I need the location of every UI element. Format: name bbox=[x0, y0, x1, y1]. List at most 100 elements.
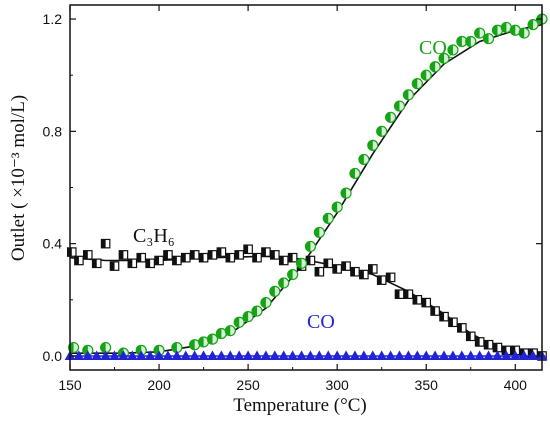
label-co2: CO₂ bbox=[419, 37, 454, 59]
data-point-fill bbox=[519, 28, 525, 39]
data-point bbox=[91, 350, 103, 361]
y-tick-label: 0.8 bbox=[43, 123, 63, 139]
data-point-fill bbox=[296, 258, 302, 269]
y-tick-label: 0.0 bbox=[43, 348, 63, 364]
data-point bbox=[269, 350, 281, 361]
data-point-fill bbox=[226, 253, 231, 262]
data-point-fill bbox=[359, 270, 364, 279]
data-point bbox=[376, 350, 388, 361]
data-point-fill bbox=[439, 53, 445, 64]
data-point bbox=[305, 350, 316, 361]
data-point bbox=[109, 350, 120, 361]
data-point-fill bbox=[422, 298, 427, 307]
data-point-fill bbox=[190, 250, 195, 260]
data-point-fill bbox=[261, 247, 266, 257]
data-point-fill bbox=[252, 306, 258, 317]
data-point-fill bbox=[137, 253, 142, 262]
data-point-fill bbox=[198, 336, 204, 347]
data-point bbox=[251, 350, 263, 361]
data-point-fill bbox=[439, 312, 445, 321]
data-point-fill bbox=[199, 253, 204, 262]
data-point-fill bbox=[100, 342, 106, 353]
data-point-fill bbox=[288, 253, 293, 262]
data-point bbox=[465, 350, 477, 361]
data-point bbox=[207, 350, 218, 361]
data-point-fill bbox=[528, 19, 534, 30]
data-point-fill bbox=[465, 36, 471, 47]
data-point-fill bbox=[510, 25, 516, 36]
data-point bbox=[367, 350, 379, 361]
data-point-fill bbox=[483, 33, 489, 44]
data-point-fill bbox=[367, 140, 373, 151]
data-point-fill bbox=[171, 342, 177, 353]
data-point-fill bbox=[413, 295, 418, 305]
data-point bbox=[260, 350, 272, 361]
data-point-fill bbox=[101, 239, 106, 248]
data-point-fill bbox=[386, 273, 391, 282]
data-point bbox=[100, 350, 111, 361]
data-point-fill bbox=[74, 256, 79, 265]
data-point-fill bbox=[456, 36, 462, 47]
data-point-fill bbox=[332, 202, 338, 213]
data-point-fill bbox=[269, 286, 275, 297]
data-point bbox=[322, 350, 334, 361]
data-point bbox=[162, 350, 174, 361]
data-point-fill bbox=[358, 154, 364, 165]
data-point bbox=[420, 350, 432, 361]
data-point-fill bbox=[332, 264, 338, 274]
data-point-fill bbox=[474, 28, 480, 39]
data-point-fill bbox=[145, 259, 151, 268]
y-axis-title: Outlet ( ×10⁻³ mol/L) bbox=[8, 95, 29, 261]
data-point-fill bbox=[243, 311, 249, 322]
data-point bbox=[385, 350, 396, 361]
data-point-fill bbox=[484, 340, 489, 349]
data-point-fill bbox=[208, 250, 213, 260]
data-point-fill bbox=[447, 44, 453, 55]
data-point-fill bbox=[502, 346, 507, 355]
data-point bbox=[358, 350, 370, 361]
x-axis-ticks: 150 200 250 300 350 400 bbox=[58, 5, 527, 393]
data-point-fill bbox=[466, 332, 471, 341]
data-point-fill bbox=[225, 325, 231, 336]
label-c3h6: C₃H₆ bbox=[133, 225, 175, 247]
data-point-fill bbox=[511, 346, 516, 355]
data-point bbox=[456, 350, 468, 361]
data-point bbox=[216, 350, 227, 361]
data-point-fill bbox=[189, 339, 195, 350]
data-point-fill bbox=[501, 22, 507, 33]
data-point bbox=[224, 350, 236, 361]
x-tick-label: 300 bbox=[325, 377, 349, 393]
data-point bbox=[349, 350, 361, 361]
y-tick-label: 1.2 bbox=[43, 11, 63, 27]
data-point-fill bbox=[421, 70, 427, 81]
data-point bbox=[144, 350, 156, 361]
x-tick-label: 250 bbox=[236, 377, 260, 393]
data-point-fill bbox=[519, 348, 525, 358]
data-point-fill bbox=[181, 253, 186, 262]
y-axis-ticks: 0.0 0.4 0.8 1.2 bbox=[43, 11, 542, 364]
label-co: CO bbox=[307, 311, 335, 333]
data-point-fill bbox=[341, 261, 347, 271]
data-point-fill bbox=[243, 245, 249, 254]
data-point-fill bbox=[128, 259, 133, 268]
data-point bbox=[233, 350, 245, 361]
data-point-fill bbox=[448, 318, 453, 327]
data-point bbox=[518, 350, 530, 361]
data-point-fill bbox=[119, 250, 124, 260]
data-point-fill bbox=[306, 256, 311, 265]
data-point bbox=[180, 350, 192, 361]
data-point-fill bbox=[349, 168, 355, 179]
data-point-fill bbox=[110, 261, 115, 271]
data-point bbox=[278, 350, 290, 361]
data-point-fill bbox=[394, 101, 400, 112]
data-point-fill bbox=[395, 289, 400, 299]
data-point bbox=[314, 350, 325, 361]
series-layer bbox=[64, 13, 548, 361]
data-point-fill bbox=[234, 317, 240, 328]
data-point-fill bbox=[377, 275, 382, 285]
data-point bbox=[153, 350, 165, 361]
x-tick-label: 150 bbox=[58, 377, 82, 393]
data-point-fill bbox=[172, 256, 177, 265]
data-point-fill bbox=[403, 89, 409, 100]
